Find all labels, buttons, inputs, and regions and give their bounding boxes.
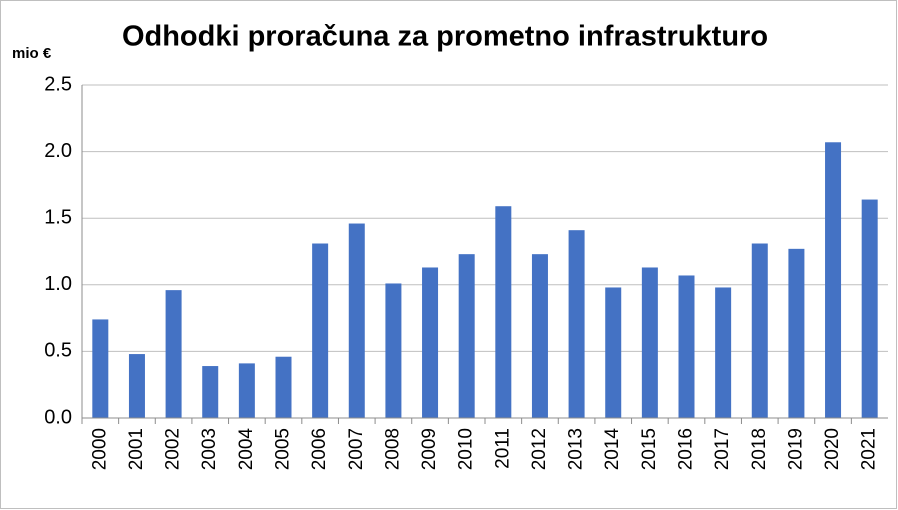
x-tick-label: 2008	[382, 428, 403, 470]
bar	[641, 267, 658, 418]
bar	[312, 243, 329, 418]
x-tick-label: 2017	[712, 428, 733, 470]
bar	[128, 354, 145, 418]
bar	[422, 267, 439, 418]
bar	[825, 142, 842, 418]
y-tick-label: 0.5	[44, 340, 72, 362]
x-tick-label: 2016	[676, 428, 697, 470]
bar	[605, 287, 622, 418]
bar	[495, 206, 512, 418]
x-tick-label: 2014	[602, 428, 623, 471]
x-tick-label: 2020	[822, 428, 843, 470]
y-tick-label: 1.5	[44, 206, 72, 228]
x-tick-label: 2009	[419, 428, 440, 470]
chart-title: Odhodki proračuna za prometno infrastruk…	[122, 21, 768, 53]
x-tick-label: 2006	[309, 428, 330, 470]
bar	[165, 290, 182, 418]
bar	[788, 248, 805, 418]
x-tick-label: 2001	[126, 428, 147, 470]
y-axis-label: mio €	[12, 45, 52, 62]
y-tick-label: 2.5	[44, 73, 72, 95]
x-tick-label: 2015	[639, 428, 660, 470]
x-tick-label: 2007	[346, 428, 367, 470]
x-tick-label: 2013	[566, 428, 587, 470]
y-tick-label: 0.0	[44, 406, 72, 428]
x-tick-label: 2000	[89, 428, 110, 470]
bar	[385, 283, 402, 418]
x-tick-label: 2002	[163, 428, 184, 470]
x-tick-label: 2004	[236, 428, 257, 471]
bar	[678, 275, 695, 418]
x-tick-label: 2011	[492, 428, 513, 469]
x-tick-label: 2019	[785, 428, 806, 470]
bar	[568, 230, 585, 418]
bar	[458, 254, 475, 418]
bar	[348, 223, 365, 418]
x-tick-label: 2012	[529, 428, 550, 470]
x-tick-label: 2005	[273, 428, 294, 470]
x-tick-label: 2003	[199, 428, 220, 470]
x-tick-label: 2018	[749, 428, 770, 470]
bar	[861, 199, 878, 418]
bar	[275, 356, 292, 418]
x-tick-label: 2010	[456, 428, 477, 470]
bar	[92, 319, 109, 418]
y-tick-label: 1.0	[44, 273, 72, 295]
bar	[715, 287, 732, 418]
bar	[238, 363, 255, 418]
bar	[751, 243, 768, 418]
bar	[531, 254, 548, 418]
x-tick-label: 2021	[859, 428, 880, 470]
y-tick-label: 2.0	[44, 140, 72, 162]
bar	[202, 366, 219, 418]
